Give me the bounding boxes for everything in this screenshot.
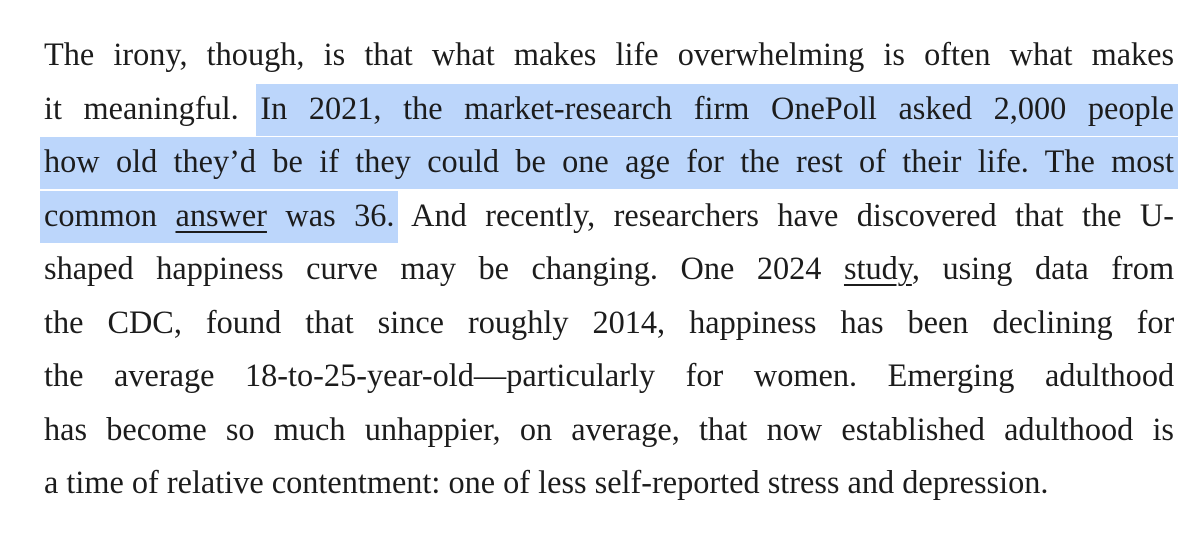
paragraph-line-7: the average 18-to-25-year-old—particular… [44,349,1174,403]
article-paragraph: The irony, though, is that what makes li… [40,28,1178,510]
selected-text-highlight[interactable]: common answer was 36. [40,190,399,243]
answer-link[interactable]: answer [175,196,267,233]
highlight-text: was 36. [266,196,395,233]
paragraph-line-3: how old they’d be if they could be one a… [40,135,1178,189]
line-8-text: has become so much unhappier, on average… [44,410,1174,447]
paragraph-line-5: shaped happiness curve may be changing. … [44,242,1174,296]
study-link[interactable]: study [843,250,912,286]
line-1-text: The irony, though, is that what makes li… [44,36,1175,72]
selected-text-highlight[interactable]: In 2021, the market-research firm OnePol… [256,83,1178,136]
paragraph-line-4: common answer was 36. And recently, rese… [40,189,1174,243]
paragraph-line-8: has become so much unhappier, on average… [44,403,1174,457]
line-9-text: a time of relative contentment: one of l… [44,464,1049,500]
line-5-text: , using data from [911,250,1175,286]
highlight-text: common [44,196,176,233]
paragraph-line-2: it meaningful. In 2021, the market-resea… [44,82,1178,136]
paragraph-line-9: a time of relative contentment: one of l… [44,456,1174,510]
paragraph-line-1: The irony, though, is that what makes li… [44,28,1174,82]
line-6-text: the CDC, found that since roughly 2014, … [44,303,1175,340]
line-2-text: it meaningful. [44,89,261,126]
line-5-text: shaped happiness curve may be changing. … [44,250,844,286]
paragraph-line-6: the CDC, found that since roughly 2014, … [44,296,1174,350]
selected-text-highlight[interactable]: how old they’d be if they could be one a… [40,137,1178,189]
line-4-text: And recently, researchers have discovere… [394,196,1174,233]
line-7-text: the average 18-to-25-year-old—particular… [44,357,1175,393]
